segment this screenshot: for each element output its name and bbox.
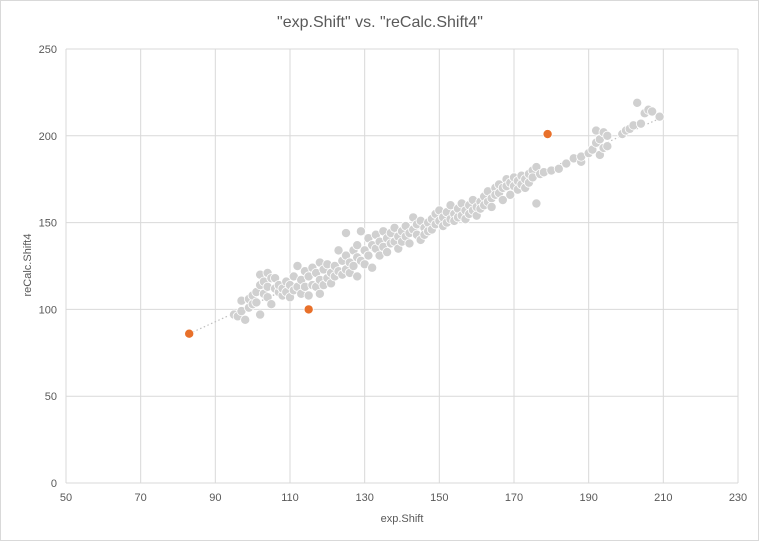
x-tick-label: 50 — [60, 492, 72, 504]
x-tick-label: 70 — [135, 492, 147, 504]
highlight-point — [542, 129, 553, 140]
x-tick-label: 130 — [355, 492, 373, 504]
data-point — [355, 226, 366, 237]
x-tick-label: 210 — [654, 492, 672, 504]
data-point — [240, 314, 251, 325]
x-tick-label: 170 — [505, 492, 523, 504]
data-point — [602, 141, 613, 152]
x-tick-label: 150 — [430, 492, 448, 504]
y-tick-label: 250 — [39, 44, 57, 56]
x-tick-label: 90 — [209, 492, 221, 504]
y-axis-title: reCalc.Shift4 — [22, 234, 34, 297]
data-point — [340, 228, 351, 239]
data-point — [561, 158, 572, 169]
data-point — [647, 106, 658, 117]
points-layer — [184, 97, 665, 339]
y-tick-label: 150 — [39, 218, 57, 230]
data-point — [602, 130, 613, 141]
y-tick-label: 0 — [51, 478, 57, 490]
x-tick-label: 110 — [281, 492, 299, 504]
data-point — [635, 118, 646, 129]
data-point — [404, 238, 415, 249]
highlight-point — [303, 304, 314, 315]
data-point — [382, 247, 393, 258]
data-point — [486, 201, 497, 212]
data-point — [497, 195, 508, 206]
x-axis-title: exp.Shift — [381, 513, 424, 525]
grid — [65, 48, 739, 484]
x-tick-label: 230 — [729, 492, 747, 504]
highlight-point — [184, 328, 195, 339]
data-point — [348, 260, 359, 271]
data-point — [303, 290, 314, 301]
chart-title: "exp.Shift" vs. "reCalc.Shift4" — [277, 14, 483, 31]
data-point — [367, 262, 378, 273]
data-point — [266, 299, 277, 310]
data-point — [333, 245, 344, 256]
data-point — [505, 189, 516, 200]
data-point — [314, 288, 325, 299]
data-point — [553, 163, 564, 174]
data-point — [255, 309, 266, 320]
x-tick-label: 190 — [579, 492, 597, 504]
data-point — [632, 97, 643, 108]
y-tick-label: 200 — [39, 131, 57, 143]
tick-labels: 50 70 90 110 130 150 170 190 210 2300501001502002… — [39, 44, 748, 504]
data-point — [292, 260, 303, 271]
y-tick-label: 50 — [45, 391, 57, 403]
data-point — [352, 240, 363, 251]
data-point — [363, 250, 374, 261]
data-point — [531, 198, 542, 209]
data-point — [251, 297, 262, 308]
y-tick-label: 100 — [39, 304, 57, 316]
data-point — [352, 271, 363, 282]
data-point — [654, 111, 665, 122]
